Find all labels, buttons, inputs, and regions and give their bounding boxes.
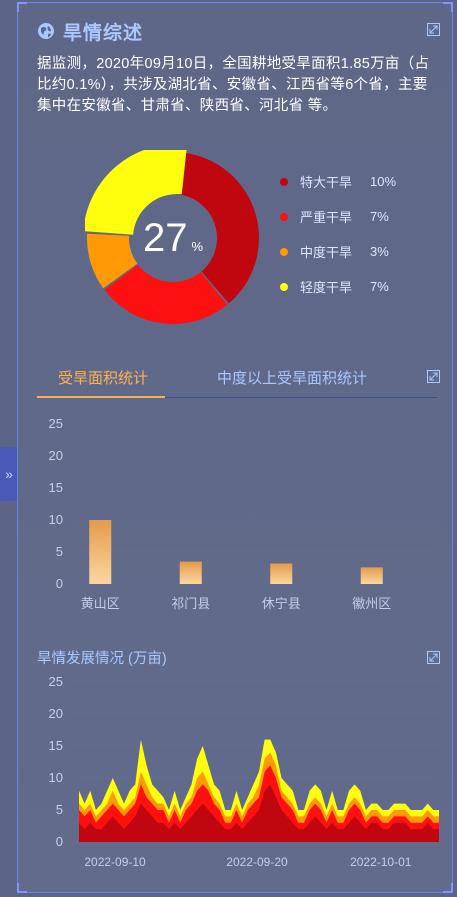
area-series: [79, 784, 439, 842]
double-chevron-right-icon: »: [5, 466, 13, 482]
legend-value: 7%: [370, 279, 389, 294]
y-tick-label: 15: [49, 738, 63, 753]
legend-label: 中度干旱: [300, 245, 353, 260]
y-tick-label: 25: [49, 674, 63, 689]
drought-overview-panel: [17, 2, 453, 893]
legend-label: 特大干旱: [300, 175, 353, 190]
expand-icon[interactable]: [427, 370, 440, 383]
corner-decoration: [443, 883, 453, 893]
y-tick-label: 25: [49, 416, 63, 431]
legend-dot: [280, 177, 288, 186]
side-collapse-toggle[interactable]: »: [0, 447, 18, 501]
tab-moderate-above-area[interactable]: 中度以上受旱面积统计: [217, 370, 368, 387]
y-tick-label: 20: [49, 706, 63, 721]
drought-summary-text: 据监测，2020年09月10日，全国耕地受旱面积1.85万亩（占比约0.1%），…: [37, 56, 430, 114]
donut-slice: [104, 264, 228, 324]
y-tick-label: 15: [49, 480, 63, 495]
donut-slice: [83, 144, 188, 235]
x-tick-label: 徽州区: [352, 596, 391, 611]
legend-label: 严重干旱: [300, 210, 353, 225]
active-tab-indicator: [37, 396, 165, 398]
bar[interactable]: [360, 567, 383, 584]
legend-dot: [280, 282, 288, 291]
bar[interactable]: [89, 520, 112, 584]
panel-header: 旱情综述: [37, 18, 143, 44]
globe-icon: [38, 23, 54, 39]
y-tick-label: 0: [56, 576, 63, 591]
corner-decoration: [17, 2, 27, 12]
donut-slice: [87, 233, 138, 289]
legend-value: 7%: [370, 209, 389, 224]
legend-dot: [280, 212, 288, 221]
expand-icon[interactable]: [427, 651, 440, 664]
x-tick-label: 2022-09-10: [84, 855, 146, 869]
drought-trend-area-chart: 0 5 10 15 20 25 2022-09-10 2022-09-20 2022-10-01: [49, 674, 439, 869]
y-tick-label: 5: [56, 544, 63, 559]
drought-area-bar-chart: 0 5 10 15 20 25 黄山区 祁门县 休宁县 徽州区: [49, 416, 437, 611]
tab-drought-area[interactable]: 受旱面积统计: [58, 370, 149, 387]
legend-value: 10%: [370, 174, 397, 189]
legend-value: 3%: [370, 244, 389, 259]
legend-item: 中度干旱 3%: [280, 234, 396, 269]
bar[interactable]: [270, 563, 293, 584]
bar[interactable]: [179, 561, 202, 584]
y-tick-label: 5: [56, 802, 63, 817]
stats-tabs: 受旱面积统计 中度以上受旱面积统计: [37, 363, 437, 398]
donut-slice: [178, 152, 259, 304]
trend-chart-title: 旱情发展情况 (万亩): [37, 651, 167, 667]
legend-item: 严重干旱 7%: [280, 199, 396, 234]
expand-icon[interactable]: [427, 23, 440, 36]
legend-item: 轻度干旱 7%: [280, 269, 396, 304]
legend-dot: [280, 247, 288, 256]
x-tick-label: 2022-09-20: [226, 855, 288, 869]
x-tick-label: 黄山区: [81, 596, 120, 611]
y-tick-label: 20: [49, 448, 63, 463]
x-tick-label: 休宁县: [262, 596, 301, 611]
legend-item: 特大干旱 10%: [280, 164, 396, 199]
x-tick-label: 祁门县: [171, 596, 210, 611]
x-tick-label: 2022-10-01: [350, 855, 412, 869]
legend-label: 轻度干旱: [300, 280, 353, 295]
donut-legend: 特大干旱 10% 严重干旱 7% 中度干旱 3% 轻度干旱 7%: [280, 164, 396, 304]
corner-decoration: [443, 2, 453, 12]
panel-title: 旱情综述: [63, 22, 144, 44]
drought-level-donut: 27 %: [83, 144, 261, 326]
y-tick-label: 0: [56, 834, 63, 849]
y-tick-label: 10: [49, 512, 63, 527]
corner-decoration: [17, 883, 27, 893]
y-tick-label: 10: [49, 770, 63, 785]
